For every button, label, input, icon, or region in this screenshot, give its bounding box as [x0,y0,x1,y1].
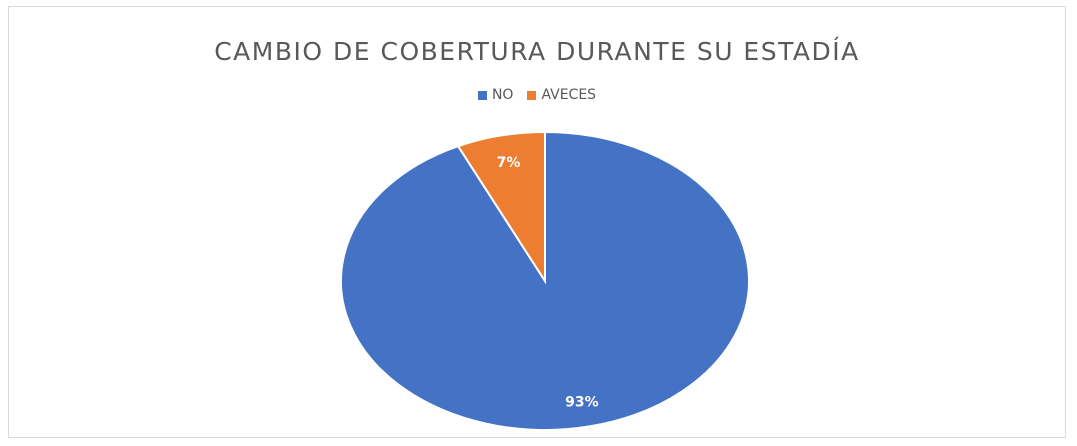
data-label-aveces: 7% [497,155,521,171]
legend-label-aveces: AVECES [541,87,597,103]
chart-title: CAMBIO DE COBERTURA DURANTE SU ESTADÍA [214,37,860,66]
data-label-no: 93% [565,395,599,411]
legend-swatch-aveces [527,90,537,100]
legend: NO AVECES [9,87,1065,103]
legend-swatch-no [477,90,487,100]
legend-label-no: NO [491,87,514,103]
legend-item-no: NO [477,87,514,103]
legend-item-aveces: AVECES [527,87,596,103]
pie-slice-aveces [456,130,546,285]
